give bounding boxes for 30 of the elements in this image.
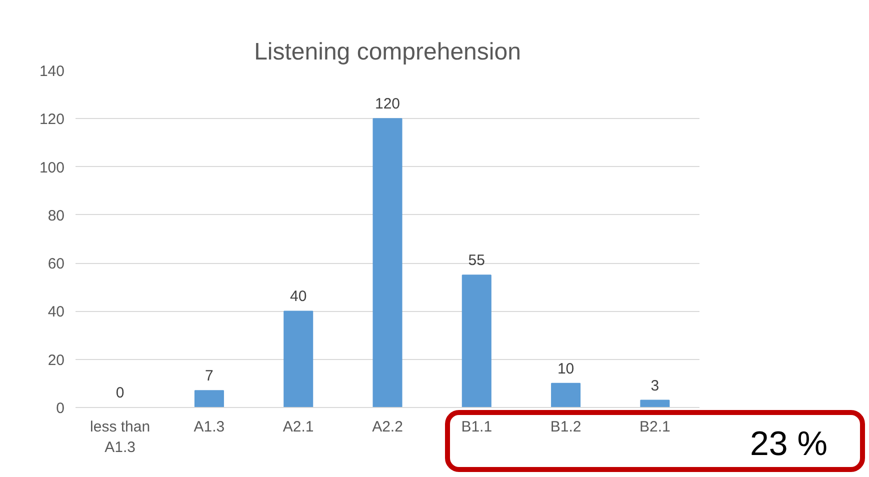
- y-tick-label: 120: [39, 111, 65, 128]
- data-label: 55: [468, 252, 485, 270]
- y-tick-label: 100: [39, 159, 65, 176]
- bar: [462, 274, 492, 408]
- y-tick-label: 40: [48, 304, 65, 321]
- bar: [194, 390, 224, 408]
- data-label: 10: [557, 360, 574, 378]
- y-tick-label: 60: [48, 256, 65, 273]
- y-tick-label: 20: [48, 352, 65, 369]
- bar: [551, 382, 581, 408]
- x-tick-label: B1.2: [550, 418, 582, 436]
- chart-title: Listening comprehension: [254, 38, 521, 66]
- bar: [284, 310, 314, 408]
- data-label: 120: [374, 96, 400, 113]
- text: 23 %: [750, 424, 828, 465]
- bar: [640, 400, 670, 408]
- x-tick-label: B2.1: [640, 418, 670, 436]
- data-label: 3: [650, 377, 660, 394]
- x-tick-label: B1.1: [461, 418, 492, 436]
- data-label: 0: [116, 384, 124, 402]
- x-tick-label: A1.3: [194, 418, 225, 436]
- x-tick-label: A2.1: [282, 418, 314, 436]
- bar: [372, 118, 402, 408]
- x-tick-label: A2.2: [372, 418, 403, 436]
- y-tick-label: 0: [56, 400, 64, 417]
- y-tick-label: 140: [39, 63, 65, 80]
- y-tick-label: 80: [48, 207, 65, 224]
- data-label: 40: [290, 288, 307, 306]
- x-tick-label: less than A1.3: [90, 418, 150, 456]
- data-label: 7: [205, 368, 214, 385]
